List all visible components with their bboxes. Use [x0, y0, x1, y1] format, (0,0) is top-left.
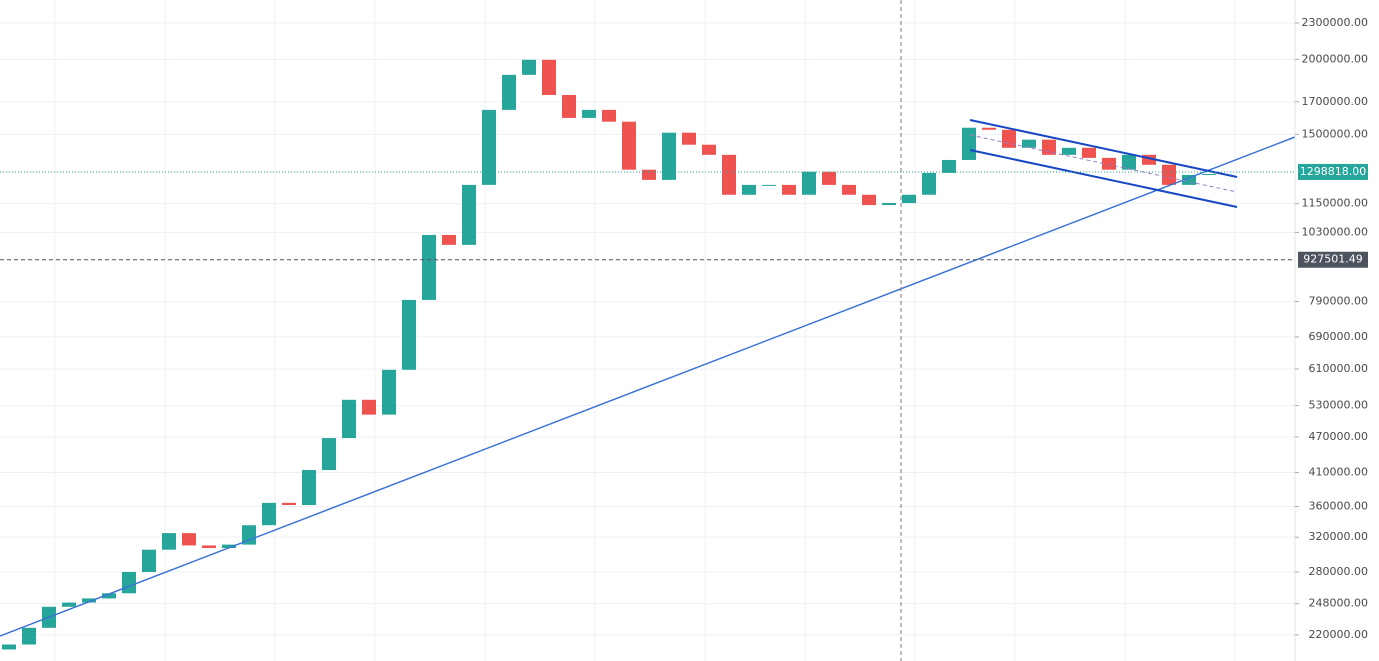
- candle: [982, 127, 996, 130]
- channel-mid: [969, 134, 1238, 193]
- candle: [1202, 173, 1216, 175]
- y-tick-label: 1500000.00: [1302, 127, 1368, 140]
- trend-line: [0, 136, 1296, 637]
- candle: [162, 533, 176, 550]
- candle: [1182, 174, 1196, 185]
- y-tick-label: 248000.00: [1309, 597, 1369, 610]
- candle: [302, 470, 316, 506]
- candle: [842, 184, 856, 195]
- crosshair-box: [1298, 251, 1368, 268]
- candle: [102, 593, 116, 599]
- y-tick-label: 790000.00: [1309, 295, 1369, 308]
- candle: [1062, 147, 1076, 155]
- candle: [922, 172, 936, 195]
- candle: [662, 132, 676, 180]
- y-tick-label: 280000.00: [1309, 565, 1369, 578]
- price-line-label: 1298818.00: [1300, 165, 1366, 178]
- candle: [2, 644, 16, 650]
- candle: [542, 59, 556, 95]
- y-tick-label: 220000.00: [1309, 628, 1369, 641]
- y-tick-label: 530000.00: [1309, 399, 1369, 412]
- candle: [642, 169, 656, 180]
- candle: [362, 399, 376, 415]
- candle: [422, 234, 436, 300]
- y-tick-label: 1150000.00: [1302, 197, 1368, 210]
- y-tick-label: 610000.00: [1309, 362, 1369, 375]
- candle: [502, 74, 516, 110]
- candle: [462, 184, 476, 245]
- candle: [62, 602, 76, 607]
- candle: [762, 184, 776, 186]
- candle: [942, 159, 956, 173]
- candle: [322, 438, 336, 471]
- candle: [202, 545, 216, 548]
- candle: [242, 525, 256, 545]
- candle: [342, 399, 356, 439]
- candle: [382, 369, 396, 415]
- candle: [582, 109, 596, 118]
- y-tick-label: 1700000.00: [1302, 95, 1368, 108]
- candle: [802, 171, 816, 195]
- y-tick-label: 320000.00: [1309, 530, 1369, 543]
- candle: [602, 109, 616, 122]
- candle: [1002, 129, 1016, 148]
- candle: [142, 549, 156, 572]
- candle: [622, 121, 636, 170]
- candle: [82, 598, 96, 603]
- channel-lower: [969, 149, 1238, 208]
- candle: [902, 194, 916, 204]
- candle: [1022, 139, 1036, 148]
- candle: [862, 194, 876, 206]
- y-tick-label: 470000.00: [1309, 430, 1369, 443]
- candle: [722, 154, 736, 195]
- candle: [882, 203, 896, 206]
- candle: [1122, 154, 1136, 170]
- candle: [22, 627, 36, 645]
- candle: [482, 109, 496, 185]
- candle: [562, 94, 576, 118]
- price-line-box: [1298, 163, 1368, 180]
- y-tick-label: 410000.00: [1309, 466, 1369, 479]
- crosshair-label: 927501.49: [1303, 253, 1363, 266]
- candle: [442, 234, 456, 245]
- candle: [962, 127, 976, 160]
- y-tick-label: 690000.00: [1309, 330, 1369, 343]
- candle: [742, 184, 756, 195]
- candle: [682, 132, 696, 145]
- candle: [1102, 157, 1116, 170]
- candle: [222, 544, 236, 548]
- candle: [782, 184, 796, 195]
- candle: [122, 571, 136, 594]
- candle: [822, 171, 836, 185]
- candle: [702, 144, 716, 155]
- candle: [402, 299, 416, 370]
- candle: [262, 502, 276, 526]
- channel-upper: [969, 119, 1238, 178]
- y-tick-label: 1030000.00: [1302, 225, 1368, 238]
- candle: [182, 533, 196, 546]
- plot: [2, 59, 1216, 650]
- candle: [522, 59, 536, 75]
- candle: [282, 502, 296, 506]
- candle: [1142, 154, 1156, 165]
- y-tick-label: 2300000.00: [1302, 16, 1368, 29]
- candle: [1082, 147, 1096, 158]
- y-tick-label: 2000000.00: [1302, 52, 1368, 65]
- candle: [1162, 164, 1176, 185]
- y-tick-label: 360000.00: [1309, 499, 1369, 512]
